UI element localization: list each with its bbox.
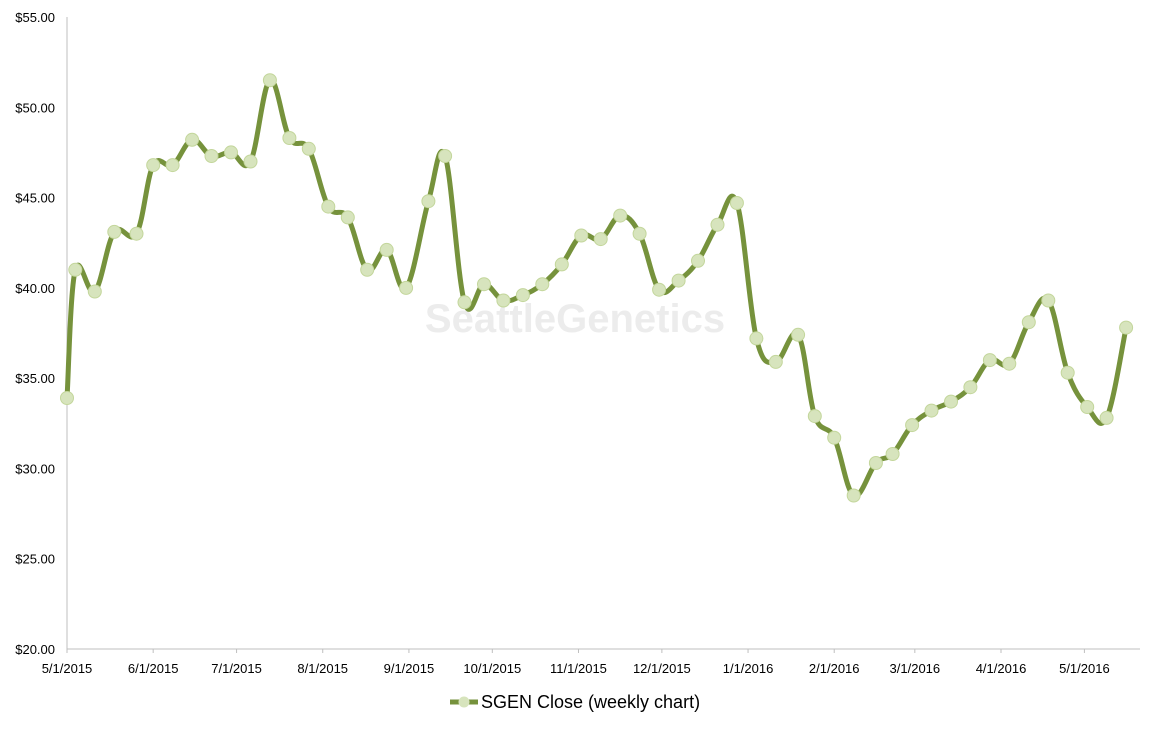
- data-point: [262, 73, 277, 88]
- data-point: [652, 282, 667, 297]
- data-point: [301, 141, 316, 156]
- data-point: [129, 226, 144, 241]
- data-point: [1060, 365, 1075, 380]
- data-point: [204, 149, 219, 163]
- x-axis-ticks: 5/1/2015 6/1/2015 7/1/2015 8/1/2015 9/1/2015…: [42, 649, 1110, 676]
- data-point: [868, 456, 883, 470]
- y-tick-label: $30.00: [15, 461, 55, 476]
- data-point: [905, 418, 920, 433]
- data-point: [87, 284, 102, 299]
- x-tick-label: 4/1/2016: [976, 661, 1027, 676]
- data-point: [691, 253, 705, 268]
- data-point: [729, 196, 744, 210]
- data-point: [165, 158, 180, 173]
- data-point: [379, 242, 394, 257]
- data-point: [1119, 320, 1134, 335]
- data-point: [671, 273, 686, 288]
- data-point: [457, 295, 472, 310]
- x-tick-label: 12/1/2015: [633, 661, 691, 676]
- series-markers: [60, 73, 1134, 503]
- data-point: [554, 257, 569, 272]
- y-tick-label: $25.00: [15, 552, 55, 567]
- data-point: [496, 293, 511, 308]
- x-tick-label: 8/1/2015: [297, 661, 348, 676]
- data-point: [846, 488, 861, 503]
- data-point: [107, 224, 122, 239]
- data-point: [807, 409, 822, 424]
- data-point: [924, 403, 939, 418]
- data-point: [282, 131, 297, 145]
- data-point: [1002, 356, 1017, 371]
- y-tick-label: $35.00: [15, 371, 55, 386]
- data-point: [535, 277, 550, 292]
- y-tick-label: $55.00: [15, 10, 55, 25]
- data-point: [321, 199, 336, 214]
- x-tick-label: 2/1/2016: [809, 661, 860, 676]
- x-tick-label: 5/1/2016: [1059, 661, 1110, 676]
- data-point: [224, 145, 238, 160]
- data-point: [515, 288, 530, 303]
- x-tick-label: 7/1/2015: [211, 661, 262, 676]
- x-tick-label: 10/1/2015: [463, 661, 521, 676]
- y-tick-label: $20.00: [15, 642, 55, 657]
- data-point: [827, 430, 842, 445]
- series-line-sgen-close: [64, 77, 1129, 499]
- data-point: [632, 226, 647, 241]
- data-point: [340, 210, 355, 225]
- data-point: [146, 158, 161, 173]
- data-point: [421, 194, 436, 209]
- data-point: [438, 149, 453, 163]
- x-tick-label: 11/1/2015: [550, 661, 607, 676]
- data-point: [1041, 293, 1056, 308]
- data-point: [944, 394, 958, 409]
- data-point: [982, 353, 997, 368]
- y-tick-label: $45.00: [15, 191, 55, 206]
- data-point: [477, 277, 491, 292]
- data-point: [1021, 315, 1036, 330]
- data-point: [360, 262, 375, 277]
- data-point: [60, 391, 74, 405]
- x-tick-label: 1/1/2016: [723, 661, 774, 676]
- legend: SGEN Close (weekly chart): [450, 692, 700, 712]
- data-point: [399, 280, 414, 295]
- legend-marker-swatch: [458, 696, 470, 708]
- x-tick-label: 9/1/2015: [384, 661, 435, 676]
- data-point: [885, 447, 900, 461]
- y-axis-ticks: $20.00 $25.00 $30.00 $35.00 $40.00 $45.00 $50.…: [15, 10, 55, 657]
- data-point: [710, 217, 725, 232]
- data-point: [68, 262, 83, 277]
- y-tick-label: $50.00: [15, 100, 55, 115]
- data-point: [749, 331, 764, 346]
- data-point: [593, 232, 608, 247]
- y-tick-label: $40.00: [15, 281, 55, 296]
- x-tick-label: 6/1/2015: [128, 661, 179, 676]
- x-tick-label: 5/1/2015: [42, 661, 93, 676]
- data-point: [613, 208, 628, 223]
- legend-label: SGEN Close (weekly chart): [481, 692, 700, 712]
- data-point: [963, 380, 978, 395]
- data-point: [1080, 400, 1095, 414]
- data-point: [243, 154, 258, 169]
- data-point: [574, 228, 589, 243]
- data-point: [791, 327, 806, 342]
- data-point: [768, 354, 783, 369]
- data-point: [1099, 410, 1114, 425]
- data-point: [185, 132, 200, 147]
- x-tick-label: 3/1/2016: [890, 661, 941, 676]
